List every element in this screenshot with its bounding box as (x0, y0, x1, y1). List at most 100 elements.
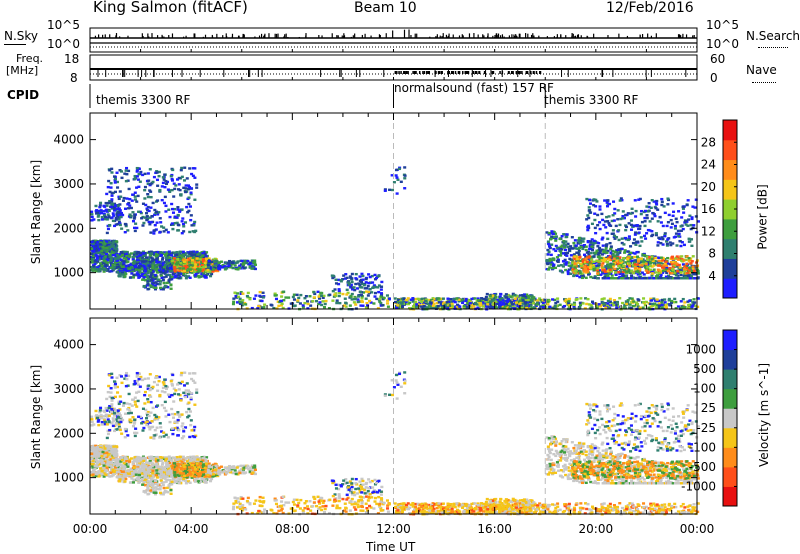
heatmap-cell (504, 293, 508, 296)
heatmap-cell (133, 215, 137, 219)
heatmap-cell (604, 265, 608, 268)
heatmap-cell (501, 299, 505, 302)
heatmap-cell (155, 171, 159, 174)
heatmap-cell (142, 254, 146, 258)
heatmap-cell (608, 268, 612, 272)
heatmap-cell (566, 261, 570, 264)
heatmap-cell (104, 208, 108, 211)
heatmap-cell (600, 259, 604, 262)
heatmap-cell (577, 239, 581, 242)
freq-label: Freq. (16, 52, 44, 65)
heatmap-cell (99, 246, 103, 249)
heatmap-cell (608, 255, 612, 258)
heatmap-cell (561, 260, 565, 263)
heatmap-cell (148, 216, 152, 219)
heatmap-cell (113, 190, 117, 194)
heatmap-cell (601, 262, 605, 265)
heatmap-cell (99, 201, 103, 205)
heatmap-cell (552, 248, 556, 251)
heatmap-cell (165, 258, 169, 262)
heatmap-cell (230, 262, 234, 266)
heatmap-cell (501, 304, 505, 308)
heatmap-cell (651, 259, 655, 263)
heatmap-cell (546, 253, 550, 256)
heatmap-cell (590, 238, 594, 241)
heatmap-cell (682, 259, 686, 262)
heatmap-cell (666, 262, 670, 265)
heatmap-cell (112, 207, 116, 210)
heatmap-cell (575, 274, 579, 278)
heatmap-cell (252, 261, 256, 264)
heatmap-cell (122, 262, 126, 265)
freq-tick-bottom: 8 (70, 71, 78, 85)
heatmap-cell (541, 298, 545, 302)
heatmap-cell (120, 227, 124, 230)
heatmap-cell (512, 299, 516, 302)
heatmap-cell (514, 301, 518, 304)
heatmap-cell (102, 270, 106, 273)
heatmap-cell (600, 238, 604, 241)
heatmap-cell (546, 240, 550, 243)
heatmap-cell (634, 270, 638, 273)
heatmap-cell (135, 262, 139, 265)
heatmap-cell (129, 206, 133, 210)
heatmap-cell (116, 214, 120, 218)
heatmap-cell (558, 249, 562, 252)
heatmap-cell (185, 262, 189, 265)
heatmap-cell (663, 262, 667, 265)
heatmap-cell (358, 290, 362, 294)
heatmap-cell (555, 256, 559, 259)
heatmap-cell (611, 263, 615, 266)
heatmap-cell (152, 253, 156, 257)
heatmap-cell (170, 222, 174, 225)
heatmap-cell (94, 269, 98, 273)
heatmap-cell (146, 266, 150, 269)
heatmap-cell (119, 258, 123, 261)
heatmap-cell (193, 198, 197, 201)
heatmap-cell (184, 221, 188, 224)
heatmap-cell (214, 264, 218, 268)
heatmap-cell (670, 263, 674, 266)
heatmap-cell (167, 262, 171, 265)
heatmap-cell (110, 171, 114, 174)
freq-dot (396, 71, 398, 74)
heatmap-cell (115, 180, 119, 184)
heatmap-cell (279, 299, 283, 303)
heatmap-cell (586, 270, 590, 273)
heatmap-cell (181, 274, 185, 277)
heatmap-cell (164, 179, 168, 183)
heatmap-cell (679, 277, 683, 280)
heatmap-cell (303, 297, 307, 300)
heatmap-cell (489, 304, 493, 307)
heatmap-cell (148, 254, 152, 257)
heatmap-cell (583, 265, 587, 268)
heatmap-cell (197, 261, 201, 264)
heatmap-cell (429, 306, 433, 309)
heatmap-cell (681, 263, 685, 266)
freq-dot (521, 71, 523, 74)
heatmap-cell (680, 241, 684, 244)
heatmap-cell (559, 254, 563, 257)
heatmap-cell (644, 262, 648, 266)
heatmap-cell (573, 262, 577, 266)
heatmap-cell (687, 266, 691, 270)
heatmap-cell (683, 265, 687, 268)
heatmap-cell (688, 277, 692, 280)
heatmap-cell (596, 273, 600, 276)
heatmap-cell (636, 260, 641, 263)
heatmap-cell (484, 302, 488, 305)
heatmap-cell (428, 298, 432, 302)
heatmap-cell (152, 175, 156, 179)
heatmap-cell (131, 276, 135, 279)
heatmap-cell (120, 271, 124, 275)
heatmap-cell (633, 199, 637, 202)
heatmap-cell (440, 306, 444, 309)
heatmap-cell (215, 268, 219, 271)
heatmap-cell (203, 276, 208, 279)
heatmap-cell (159, 254, 163, 257)
heatmap-cell (395, 176, 399, 179)
heatmap-cell (548, 246, 552, 250)
heatmap-cell (500, 297, 504, 300)
heatmap-cell (240, 303, 244, 307)
